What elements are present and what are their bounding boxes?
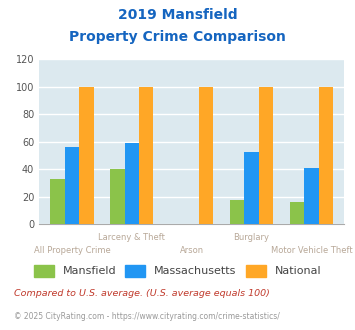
Bar <box>199 87 213 224</box>
Bar <box>50 179 65 224</box>
Text: Arson: Arson <box>180 246 204 255</box>
Text: © 2025 CityRating.com - https://www.cityrating.com/crime-statistics/: © 2025 CityRating.com - https://www.city… <box>14 312 280 321</box>
Bar <box>65 148 79 224</box>
Bar <box>259 87 273 224</box>
Text: Motor Vehicle Theft: Motor Vehicle Theft <box>271 246 352 255</box>
Bar <box>230 200 244 224</box>
Bar <box>110 169 125 224</box>
Bar <box>318 87 333 224</box>
Text: 2019 Mansfield: 2019 Mansfield <box>118 8 237 22</box>
Bar <box>244 151 259 224</box>
Text: Burglary: Burglary <box>234 234 269 243</box>
Bar <box>79 87 93 224</box>
Legend: Mansfield, Massachusetts, National: Mansfield, Massachusetts, National <box>34 265 321 277</box>
Bar <box>290 202 304 224</box>
Text: Property Crime Comparison: Property Crime Comparison <box>69 30 286 44</box>
Text: Compared to U.S. average. (U.S. average equals 100): Compared to U.S. average. (U.S. average … <box>14 289 270 298</box>
Bar <box>304 168 318 224</box>
Text: Larceny & Theft: Larceny & Theft <box>98 234 165 243</box>
Bar <box>125 143 139 224</box>
Bar <box>139 87 153 224</box>
Text: All Property Crime: All Property Crime <box>34 246 110 255</box>
